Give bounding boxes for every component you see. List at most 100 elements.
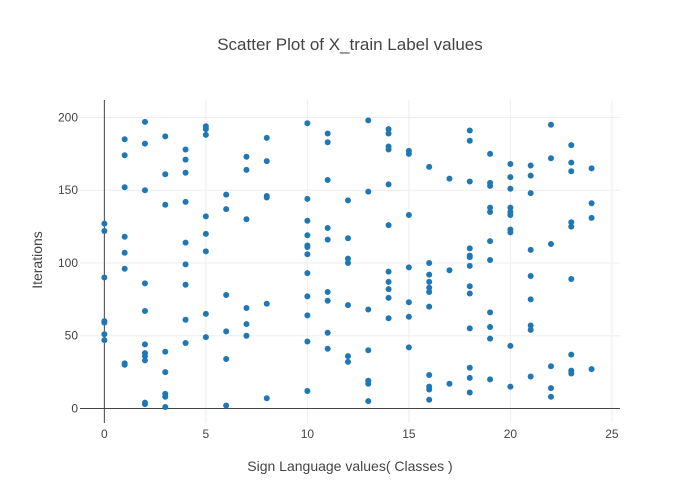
- y-tick-label: 0: [71, 401, 78, 415]
- data-point: [304, 270, 311, 277]
- data-point: [426, 396, 433, 403]
- data-point: [466, 178, 473, 185]
- data-point: [446, 380, 453, 387]
- data-point: [324, 236, 331, 243]
- data-point: [101, 227, 108, 234]
- data-point: [426, 386, 433, 393]
- data-point: [324, 225, 331, 232]
- data-point: [141, 307, 148, 314]
- axis-layer: 0 5 10 15 20 25 0 50 100 150 200: [58, 100, 620, 441]
- data-point: [121, 265, 128, 272]
- data-point: [324, 329, 331, 336]
- data-point: [162, 393, 169, 400]
- data-point: [466, 374, 473, 381]
- data-point: [223, 328, 230, 335]
- data-point: [547, 241, 554, 248]
- data-point: [304, 195, 311, 202]
- x-tick-label: 20: [504, 427, 518, 441]
- data-point: [162, 133, 169, 140]
- data-point: [344, 255, 351, 262]
- data-point: [243, 321, 250, 328]
- data-point: [101, 331, 108, 338]
- data-point: [202, 248, 209, 255]
- data-point: [263, 300, 270, 307]
- x-tick-label: 5: [203, 427, 210, 441]
- data-point: [527, 162, 534, 169]
- data-point: [547, 155, 554, 162]
- data-point: [466, 245, 473, 252]
- data-point: [223, 355, 230, 362]
- data-point: [304, 251, 311, 258]
- data-point: [507, 342, 514, 349]
- data-point: [121, 152, 128, 159]
- data-point: [507, 174, 514, 181]
- data-point: [588, 200, 595, 207]
- data-point: [141, 118, 148, 125]
- data-point: [385, 278, 392, 285]
- data-point: [446, 267, 453, 274]
- data-point: [324, 130, 331, 137]
- data-point: [182, 156, 189, 163]
- data-point: [162, 369, 169, 376]
- data-point: [466, 389, 473, 396]
- data-point: [324, 177, 331, 184]
- data-point: [162, 348, 169, 355]
- data-point: [426, 271, 433, 278]
- data-point: [527, 322, 534, 329]
- data-point: [182, 281, 189, 288]
- data-point: [507, 383, 514, 390]
- data-point: [243, 332, 250, 339]
- x-tick-label: 25: [605, 427, 619, 441]
- data-point: [344, 358, 351, 365]
- data-point: [365, 380, 372, 387]
- data-point: [527, 246, 534, 253]
- data-point: [243, 305, 250, 312]
- data-point: [365, 398, 372, 405]
- data-point: [527, 172, 534, 179]
- data-point: [385, 286, 392, 293]
- data-point: [304, 387, 311, 394]
- y-tick-label: 200: [58, 110, 78, 124]
- data-point: [527, 190, 534, 197]
- data-point: [547, 363, 554, 370]
- data-point: [344, 197, 351, 204]
- data-point: [101, 274, 108, 281]
- data-point: [588, 165, 595, 172]
- data-point: [385, 268, 392, 275]
- data-point: [202, 126, 209, 133]
- data-point: [182, 169, 189, 176]
- data-point: [527, 373, 534, 380]
- data-point: [568, 168, 575, 175]
- data-point: [141, 357, 148, 364]
- x-tick-label: 0: [101, 427, 108, 441]
- data-point: [141, 401, 148, 408]
- data-point: [162, 171, 169, 178]
- data-point: [182, 239, 189, 246]
- data-point: [101, 220, 108, 227]
- data-point: [507, 204, 514, 211]
- data-point: [527, 326, 534, 333]
- data-point: [263, 395, 270, 402]
- data-point: [385, 146, 392, 153]
- data-point: [466, 364, 473, 371]
- data-point: [426, 278, 433, 285]
- data-point: [263, 134, 270, 141]
- data-point: [324, 297, 331, 304]
- data-point: [466, 290, 473, 297]
- data-point: [466, 137, 473, 144]
- data-point: [182, 261, 189, 268]
- data-point: [304, 338, 311, 345]
- data-point: [547, 385, 554, 392]
- data-point: [263, 194, 270, 201]
- data-point: [243, 216, 250, 223]
- chart-title: Scatter Plot of X_train Label values: [217, 35, 483, 54]
- y-tick-label: 150: [58, 183, 78, 197]
- data-point: [507, 229, 514, 236]
- data-point: [466, 262, 473, 269]
- x-axis-title: Sign Language values( Classes ): [247, 458, 452, 474]
- data-point: [547, 121, 554, 128]
- data-point: [405, 299, 412, 306]
- data-point: [466, 127, 473, 134]
- data-point: [324, 289, 331, 296]
